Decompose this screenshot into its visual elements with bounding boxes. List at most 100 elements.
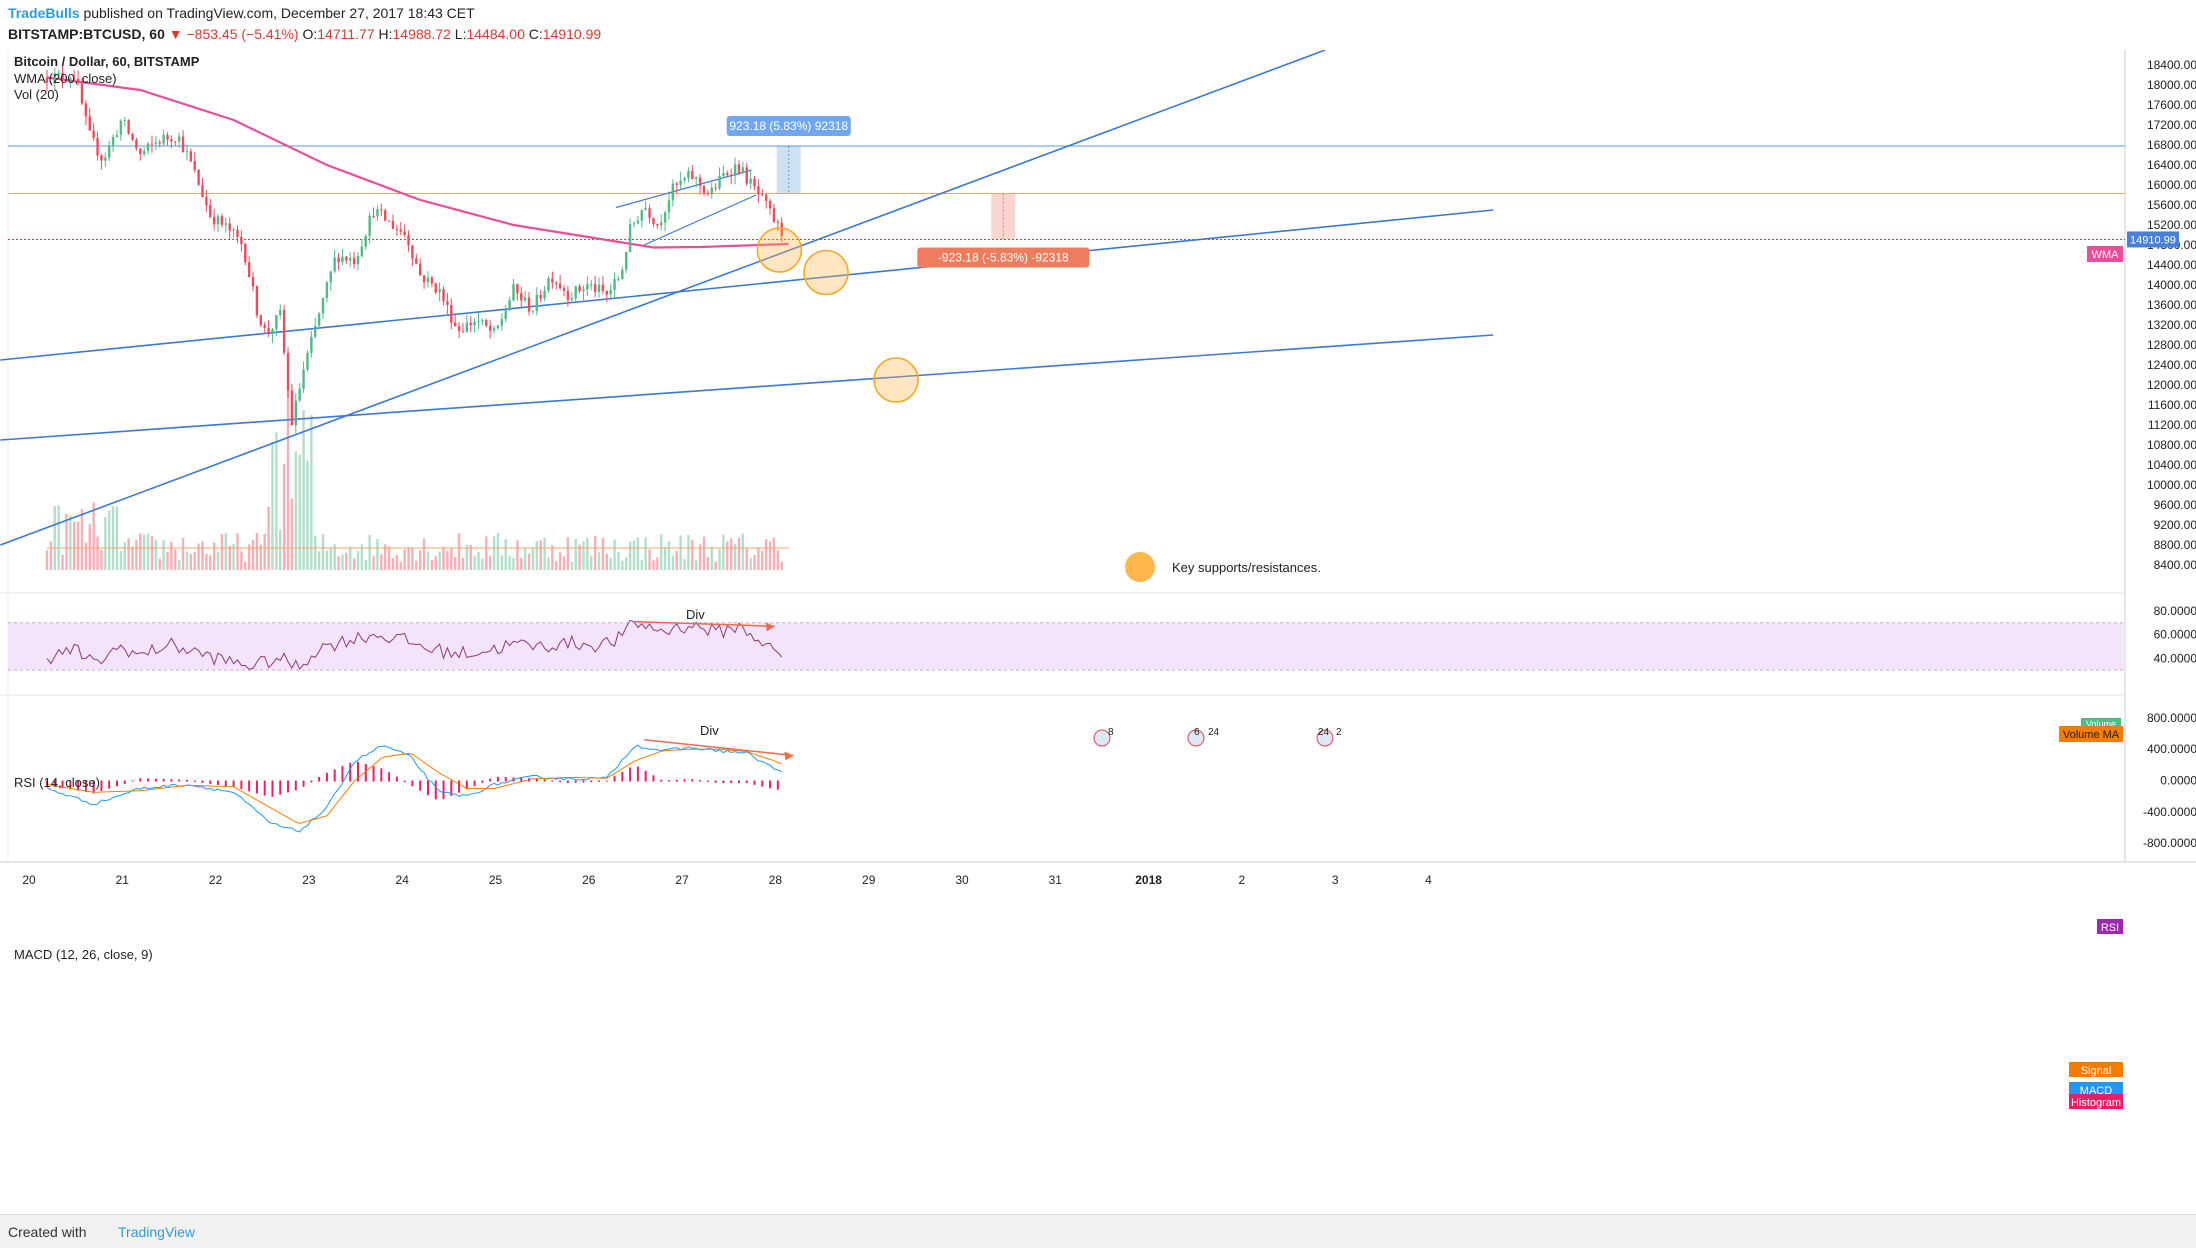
candle-body <box>687 170 690 179</box>
candle-body <box>224 223 228 225</box>
price-tick-label: 10800.00 <box>2147 438 2196 452</box>
macd-legend-tag <box>2069 1082 2123 1097</box>
volume-bar <box>384 544 387 570</box>
candle-body <box>154 142 158 144</box>
measure-up-label: 923.18 (5.83%) 92318 <box>729 119 848 133</box>
candle-body <box>667 200 671 213</box>
candle-body <box>609 289 612 295</box>
candle-body <box>170 139 173 142</box>
volume-bar <box>61 554 64 570</box>
tradingview-logo-link[interactable]: TradingView <box>118 1224 196 1240</box>
candle-body <box>652 217 655 224</box>
macd-legend-tag-label: Signal <box>2081 1065 2112 1077</box>
price-tick-label: 18000.00 <box>2147 78 2196 92</box>
price-tick-label: 11200.00 <box>2148 418 2196 432</box>
macd-tick-label: 800.0000 <box>2147 711 2196 725</box>
volume-bar <box>683 559 686 570</box>
rsi-arrowhead <box>765 622 775 632</box>
volume-bar <box>271 441 274 570</box>
volume-bar <box>76 521 80 570</box>
time-tick-label: 4 <box>1425 873 1432 887</box>
volume-bar <box>582 541 585 570</box>
volume-bar <box>737 537 741 570</box>
last-price-tag <box>2127 231 2179 248</box>
price-tick-label: 9200.00 <box>2154 518 2196 532</box>
candle-body <box>251 276 255 287</box>
close-value: 14910.99 <box>542 26 602 42</box>
candle-body <box>516 284 519 294</box>
macd-legend-tag <box>2069 1062 2123 1077</box>
candle-body <box>714 187 717 189</box>
histogram-bar <box>388 772 391 782</box>
volume-bar <box>508 555 511 570</box>
volume-bar <box>446 551 449 570</box>
volume-bar <box>780 561 783 570</box>
histogram-bar <box>761 780 764 787</box>
candle-body <box>504 310 507 319</box>
volume-bar <box>131 546 134 570</box>
histogram-bar <box>691 779 694 782</box>
volume-bar <box>496 532 500 570</box>
histogram-bar <box>84 780 87 792</box>
candle-body <box>209 205 212 218</box>
volume-bar <box>236 533 239 570</box>
candle-body <box>698 177 702 186</box>
volume-bar <box>578 544 581 570</box>
candle-body <box>92 130 95 138</box>
candle-body <box>282 310 286 353</box>
histogram-bar <box>465 780 468 790</box>
candle-body <box>197 169 200 185</box>
volume-bar <box>115 506 119 570</box>
volume-bar <box>547 557 550 570</box>
histogram-bar <box>776 780 779 790</box>
volume-bar <box>671 555 675 570</box>
channel-line <box>615 169 752 209</box>
volume-bar <box>438 551 441 570</box>
histogram-bar <box>543 779 546 782</box>
volume-bar <box>73 521 76 570</box>
price-tick-label: 16400.00 <box>2147 158 2196 172</box>
candle-body <box>574 286 577 299</box>
candle-body <box>570 298 574 300</box>
histogram-bar <box>154 778 157 782</box>
histogram-bar <box>722 780 725 784</box>
volume-bar <box>189 554 193 570</box>
candle-body <box>306 352 309 370</box>
volume-bar <box>539 540 542 570</box>
symbol-name: BITSTAMP:BTCUSD, 60 <box>8 26 165 42</box>
candle-body <box>539 294 542 299</box>
event-flag-icon <box>1187 729 1205 747</box>
histogram-bar <box>496 776 499 782</box>
candle-body <box>442 289 445 302</box>
measure-up-box <box>776 146 801 194</box>
candle-body <box>228 223 231 231</box>
histogram-bar <box>652 775 655 782</box>
candle-body <box>407 235 410 246</box>
candle-body <box>582 289 585 292</box>
volume-bar <box>220 534 224 570</box>
author-link[interactable]: TradeBulls <box>8 5 80 21</box>
candle-body <box>749 178 752 184</box>
volume-bar <box>555 560 558 570</box>
histogram-bar <box>372 766 375 782</box>
price-tick-label: 17200.00 <box>2147 118 2196 132</box>
candle-body <box>551 278 554 283</box>
time-tick-label: 29 <box>862 873 876 887</box>
histogram-bar <box>566 780 569 783</box>
candle-body <box>430 277 434 284</box>
candle-body <box>384 210 387 221</box>
volume-bar <box>407 547 410 570</box>
publish-header: TradeBulls published on TradingView.com,… <box>0 0 2196 50</box>
candle-body <box>189 151 193 162</box>
volume-bar <box>597 552 601 570</box>
chart-area[interactable]: 923.18 (5.83%) 92318 -923.18 (-5.83%) -92… <box>0 50 2196 1213</box>
candle-body <box>333 257 336 272</box>
volume-bar <box>158 558 161 570</box>
candle-body <box>726 173 729 175</box>
volume-bar <box>609 557 612 570</box>
candle-body <box>578 286 581 292</box>
candle-body <box>590 284 593 286</box>
macd-arrowhead <box>784 751 794 761</box>
measure-boxes: 923.18 (5.83%) 92318 -923.18 (-5.83%) -92… <box>726 116 1090 268</box>
candle-body <box>131 133 134 140</box>
